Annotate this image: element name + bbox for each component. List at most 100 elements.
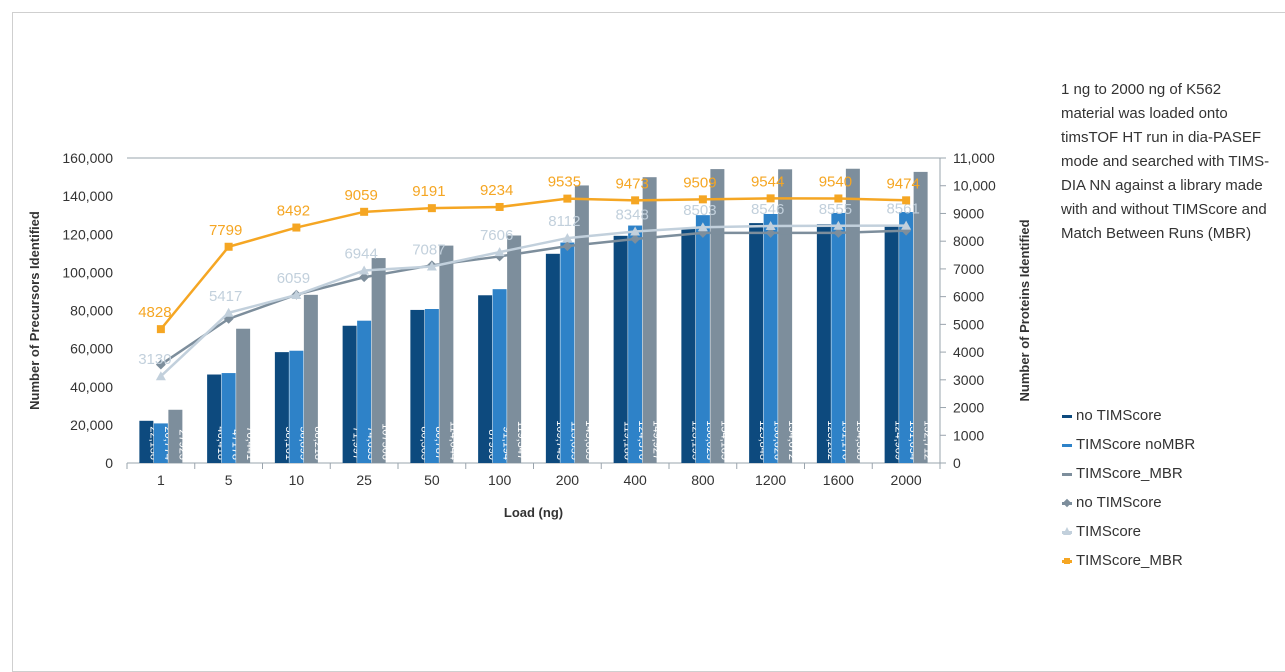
bar [628,225,643,463]
legend-swatch [1061,497,1073,509]
line-point [902,196,911,205]
bar [681,228,696,463]
bar [274,352,289,463]
chart: 0 20,000 40,000 60,000 80,000 100,000 120,000 1… [27,150,1032,520]
bar [710,169,725,463]
bar [507,235,522,463]
bar [778,169,793,464]
bar [139,420,154,463]
bar-value-label: 107506 [380,423,392,460]
line-point [833,227,844,238]
x-tick-label: 25 [356,472,372,488]
line-point [833,220,844,230]
y2-tick-label: 7000 [953,261,984,277]
legend: no TIMScore TIMScore noMBR TIMScore_MBR … [1061,401,1195,575]
legend-marker [1063,526,1071,535]
line-point [359,265,370,275]
bar [913,171,928,463]
y2-tick-label: 5000 [953,316,984,332]
bar-value-label: 114,044 [447,421,459,460]
line-point [360,207,369,216]
line-point [224,242,233,251]
legend-item-no-timscore-line: no TIMScore [1061,488,1195,517]
line-point [834,194,843,203]
y2-tick-label: 3000 [953,372,984,388]
y-tick-label: 60,000 [70,341,113,357]
line-value-label: 9509 [683,174,716,191]
line-value-label: 9059 [344,187,377,204]
bar [424,308,439,463]
x-tick-label: 1 [157,472,165,488]
y-tick-label: 20,000 [70,417,113,433]
bar [816,224,831,463]
series-line [160,224,907,378]
line-value-label: 5417 [209,288,242,305]
bar [439,245,454,463]
legend-item-timscore-nombr-bar: TIMScore noMBR [1061,430,1195,459]
series-line [159,197,907,330]
legend-label: TIMScore_MBR [1076,465,1183,482]
y-tick-label: 100,000 [62,264,113,280]
legend-label: TIMScore_MBR [1076,552,1183,569]
bar-value-label: 145,605 [583,420,595,460]
x-tick-label: 200 [556,472,580,488]
line-value-label: 6059 [277,270,310,287]
bar [763,213,778,463]
legend-swatch [1061,526,1073,538]
line-point [562,241,573,252]
line-point [562,233,573,243]
legend-swatch [1061,439,1073,451]
y2-tick-label: 2000 [953,400,984,416]
line-point [292,223,301,232]
bar [303,294,318,463]
x-axis-title: Load (ng) [504,505,563,520]
line-point [630,234,641,244]
bar [153,423,168,463]
y2-tick-label: 6000 [953,289,984,305]
x-tick-label: 400 [623,472,647,488]
line-point [630,226,641,236]
bar [478,295,493,463]
y-tick-label: 40,000 [70,379,113,395]
y2-tick-label: 9000 [953,205,984,221]
line-value-label: 7606 [480,227,513,244]
line-point [631,196,640,205]
bar [695,215,710,463]
bar [884,224,899,463]
line-point [359,272,370,283]
y-tick-label: 0 [105,455,113,471]
bar [492,289,507,463]
y-tick-label: 120,000 [62,226,113,242]
legend-swatch [1061,468,1073,480]
y-tick-label: 80,000 [70,303,113,319]
legend-marker [1062,498,1072,507]
y-tick-label: 140,000 [62,188,113,204]
bar [749,223,764,463]
x-tick-label: 800 [691,472,715,488]
bar [342,325,357,463]
x-tick-label: 1200 [755,472,786,488]
bar [574,185,589,463]
line-value-label: 9191 [412,183,445,200]
line-value-label: 7087 [412,241,445,258]
y2-tick-label: 10,000 [953,178,996,194]
line-point [156,325,165,334]
bar [845,168,860,463]
line-point [155,371,166,381]
bar-value-label: 152,712 [922,420,934,460]
y2-tick-label: 8000 [953,233,984,249]
legend-label: no TIMScore [1076,407,1162,424]
line-value-label: 8503 [683,202,716,219]
line-value-label: 8546 [751,201,784,218]
legend-swatch-line [1062,443,1072,447]
line-value-label: 8348 [615,207,648,224]
figure-description: 1 ng to 2000 ng of K562 material was loa… [1061,81,1270,242]
line-point [901,220,912,230]
line-point [495,202,504,211]
bar [613,235,628,463]
bar [560,242,575,463]
y-axis-title: Number of Precursors Identified [27,211,42,410]
bar-value-label: 70,441 [244,426,256,460]
bar-value-label: 119,347 [515,421,527,460]
legend-label: no TIMScore [1076,494,1162,511]
